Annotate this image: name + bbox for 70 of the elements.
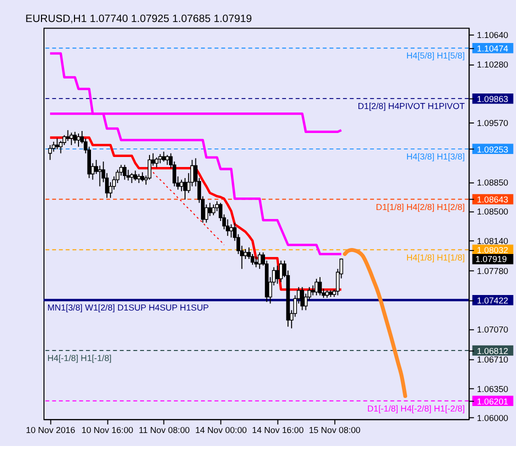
y-tick-label: 1.07070 — [476, 324, 508, 335]
candlestick — [226, 218, 230, 236]
y-tick-label: 1.07780 — [476, 266, 508, 276]
ref-line-label: H4[5/8] H1[5/8] — [406, 50, 465, 61]
candlestick — [130, 172, 134, 184]
candlestick — [279, 260, 283, 283]
candlestick — [314, 278, 318, 296]
candlestick — [70, 132, 74, 146]
chart-title: EURUSD,H1 1.07740 1.07925 1.07685 1.07919 — [25, 13, 252, 26]
x-tick-label: 11 Nov 08:00 — [138, 425, 190, 436]
candlestick — [148, 154, 152, 180]
y-tick-label: 1.08032 — [476, 245, 508, 256]
ref-line-label: D1[2/8] H4PIVOT H1PIVOT — [358, 101, 466, 112]
candlestick — [140, 172, 144, 182]
ref-line-label: D1[-1/8] H4[-2/8] H1[-2/8] — [367, 404, 465, 414]
candlestick — [126, 169, 130, 182]
y-tick-label: 1.08500 — [476, 206, 508, 216]
y-tick-label: 1.09570 — [476, 118, 508, 128]
candlestick — [162, 151, 166, 162]
candlestick — [180, 179, 184, 192]
candlestick — [55, 138, 60, 150]
text: 1.07919 — [475, 254, 507, 264]
candlestick — [66, 130, 70, 142]
y-tick-label: 1.06000 — [476, 412, 508, 423]
candlestick — [229, 224, 234, 238]
candlestick — [76, 133, 80, 148]
candlestick — [137, 173, 141, 184]
x-tick-label: 10 Nov 2016 — [26, 425, 76, 436]
candlestick — [208, 202, 212, 217]
candlestick — [48, 144, 52, 160]
y-tick-label: 1.06350 — [476, 384, 508, 394]
y-tick-label: 1.08850 — [476, 178, 508, 188]
x-tick-label: 15 Nov 08:00 — [308, 425, 361, 436]
y-tick-label: 1.10640 — [476, 30, 508, 40]
ref-line-label: MN1[3/8] W1[2/8] D1SUP H4SUP H1SUP — [47, 302, 209, 313]
x-tick-label: 14 Nov 16:00 — [252, 425, 304, 436]
y-tick-label: 1.08643 — [476, 194, 508, 205]
candlestick — [133, 170, 138, 182]
ref-line-label: H4[3/8] H1[3/8] — [406, 152, 465, 162]
line-series — [342, 248, 408, 398]
candlestick — [73, 131, 77, 144]
y-tick-label: 1.10280 — [476, 60, 508, 70]
ref-line-label: H4[-1/8] H1[-1/8] — [47, 353, 112, 364]
y-tick-label: 1.08140 — [476, 236, 508, 246]
line-series — [48, 52, 343, 256]
candlestick — [254, 256, 258, 268]
x-tick-label: 10 Nov 16:00 — [82, 425, 134, 436]
y-tick-label: 1.09863 — [476, 94, 508, 104]
candlestick — [300, 286, 304, 311]
y-tick-label: 1.09253 — [476, 144, 508, 154]
candlestick — [183, 178, 187, 200]
candlestick — [158, 154, 162, 164]
ref-line-label: D1[1/8] H4[2/8] H1[2/8] — [376, 202, 465, 212]
candlestick — [122, 164, 127, 180]
candlestick — [212, 204, 216, 216]
candlestick — [165, 154, 170, 166]
y-tick-label: 1.06812 — [476, 346, 508, 356]
candlestick — [244, 248, 248, 260]
candlestick — [98, 165, 102, 187]
ref-line-label: H4[1/8] H1[1/8] — [406, 252, 465, 262]
candlestick — [154, 156, 158, 168]
x-tick-label: 14 Nov 00:00 — [195, 425, 248, 436]
candlestick — [258, 252, 262, 270]
y-tick-label: 1.07422 — [476, 295, 508, 306]
candlestick — [318, 276, 322, 296]
candlestick — [276, 265, 280, 284]
y-tick-label: 1.06710 — [476, 354, 508, 364]
y-tick-label: 1.10474 — [476, 44, 508, 54]
candlestick — [311, 284, 315, 296]
y-tick-label: 1.06201 — [476, 396, 508, 406]
